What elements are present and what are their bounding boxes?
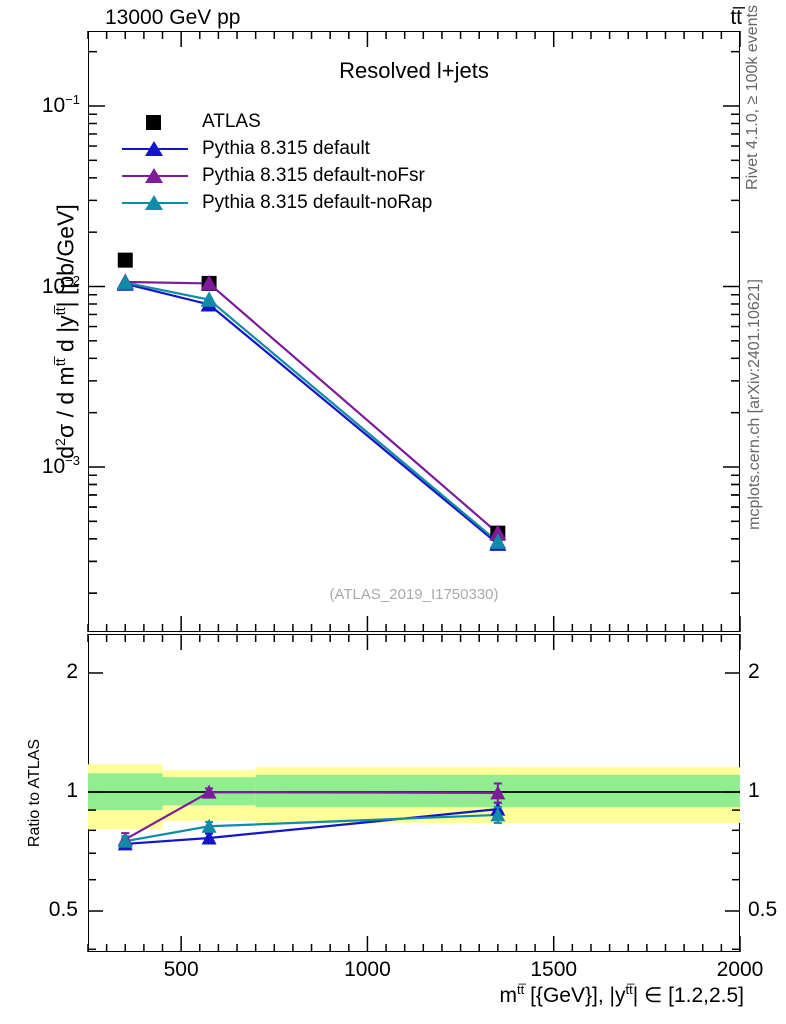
x-tick-label: 1500 (530, 958, 578, 981)
y-tick-label: 10−1 (41, 92, 80, 117)
y-tick-label: 10−3 (41, 453, 80, 478)
ratio-plot-frame (88, 634, 740, 952)
x-tick-label: 2000 (716, 958, 764, 981)
ratio-y-tick-label-right: 2 (748, 660, 760, 683)
legend-entry[interactable]: Pythia 8.315 default-noFsr (118, 162, 432, 189)
legend-marker-triangle-icon (118, 165, 192, 187)
legend: ATLAS Pythia 8.315 default Pythia 8.315 de… (118, 108, 432, 216)
beam-energy-label: 13000 GeV pp (105, 6, 241, 29)
legend-marker-square-icon (118, 111, 192, 133)
ratio-y-tick-label-right: 0.5 (748, 898, 778, 921)
legend-entry[interactable]: Pythia 8.315 default-noRap (118, 189, 432, 216)
ratio-y-tick-label-right: 1 (748, 779, 760, 802)
rivet-version-annotation: Rivet 4.1.0, ≥ 100k events (744, 5, 761, 190)
x-tick-label: 1000 (344, 958, 391, 981)
legend-marker-triangle-icon (118, 138, 192, 160)
legend-entry[interactable]: Pythia 8.315 default (118, 135, 432, 162)
process-label: tt̅ (730, 6, 742, 29)
legend-label: Pythia 8.315 default-noRap (202, 191, 433, 213)
x-axis-label: mtt̅ [{GeV}], |ytt̅| ∈ [1.2,2.5] (499, 982, 744, 1007)
y-tick-label: 10−2 (41, 272, 80, 298)
ratio-y-tick-label: 2 (66, 660, 78, 683)
ratio-y-tick-label: 1 (66, 779, 78, 802)
x-tick-label: 500 (163, 958, 199, 981)
legend-marker-triangle-icon (118, 192, 192, 214)
mcplots-source-annotation: mcplots.cern.ch [arXiv:2401.10621] (746, 279, 763, 530)
legend-label: Pythia 8.315 default-noFsr (202, 164, 425, 186)
legend-label: Pythia 8.315 default (202, 137, 370, 159)
legend-entry[interactable]: ATLAS (118, 108, 432, 135)
y-axis-ticks-main: 10−1 10−2 10−3 (0, 0, 80, 1024)
legend-label: ATLAS (202, 110, 261, 132)
ratio-y-tick-label: 0.5 (48, 898, 78, 921)
analysis-id-watermark: (ATLAS_2019_I1750330) (329, 586, 499, 603)
page-title: Resolved l+jets (339, 58, 489, 83)
